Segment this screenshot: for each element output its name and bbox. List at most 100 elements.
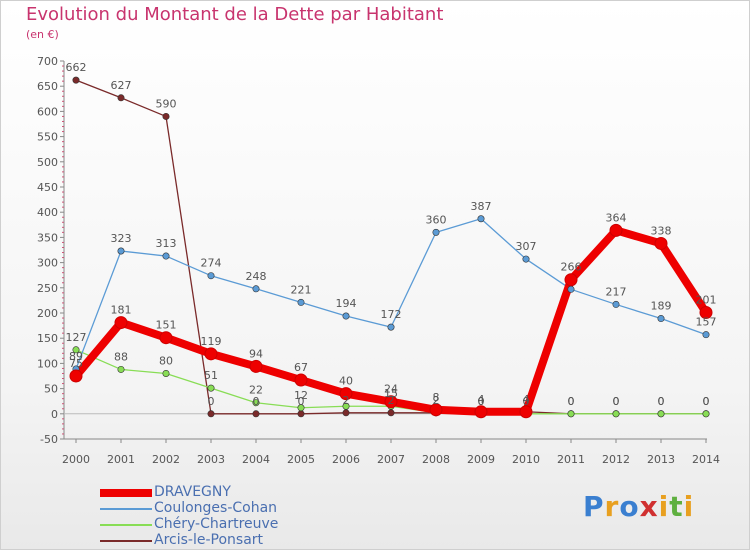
data-label: 189	[651, 300, 672, 313]
data-point	[72, 346, 80, 354]
data-point	[342, 409, 350, 417]
x-tick-label: 2007	[377, 453, 405, 466]
logo-letter: o	[619, 490, 640, 523]
logo-letter: r	[604, 490, 620, 523]
data-label: 0	[613, 395, 620, 408]
data-label: 4	[523, 393, 530, 406]
data-label: 221	[291, 283, 312, 296]
data-point	[432, 228, 440, 236]
data-label: 0	[568, 395, 575, 408]
data-label: 0	[613, 395, 620, 408]
data-label: 274	[201, 257, 222, 270]
data-label: 67	[294, 361, 308, 374]
data-label: 15	[384, 387, 398, 400]
data-point	[609, 223, 623, 237]
x-tick-label: 2001	[107, 453, 135, 466]
data-point	[612, 410, 620, 418]
data-label: 217	[606, 285, 627, 298]
data-label: 22	[249, 384, 263, 397]
data-point	[702, 331, 710, 339]
data-point	[657, 410, 665, 418]
data-label: 24	[384, 383, 398, 396]
data-label: 627	[111, 79, 132, 92]
data-point	[387, 409, 395, 417]
x-tick-label: 2013	[647, 453, 675, 466]
data-label: 194	[336, 297, 357, 310]
x-tick-label: 2011	[557, 453, 585, 466]
data-label: 80	[159, 354, 173, 367]
data-label: 323	[111, 232, 132, 245]
data-label: 590	[156, 97, 177, 110]
data-label: 181	[111, 304, 132, 317]
chart-subtitle: (en €)	[26, 28, 59, 41]
x-tick-label: 2014	[692, 453, 720, 466]
data-point	[117, 94, 125, 102]
data-point	[252, 410, 260, 418]
data-label: 40	[339, 375, 353, 388]
y-tick-label: 0	[51, 408, 58, 421]
y-tick-label: 600	[37, 105, 58, 118]
data-point	[294, 373, 308, 387]
x-tick-label: 2004	[242, 453, 270, 466]
data-label: 75	[69, 357, 83, 370]
y-tick-label: 500	[37, 156, 58, 169]
x-tick-label: 2002	[152, 453, 180, 466]
data-label: 172	[381, 308, 402, 321]
x-tick-label: 2012	[602, 453, 630, 466]
data-label: 157	[696, 316, 717, 329]
x-tick-label: 2009	[467, 453, 495, 466]
data-point	[159, 331, 173, 345]
data-point	[207, 384, 215, 392]
data-label: 307	[516, 240, 537, 253]
data-label: 387	[471, 200, 492, 213]
data-label: 51	[204, 369, 218, 382]
legend-label: Chéry-Chartreuve	[154, 516, 279, 532]
x-tick-label: 2003	[197, 453, 225, 466]
data-label: 0	[253, 395, 260, 408]
data-point	[657, 315, 665, 323]
data-point	[699, 305, 713, 319]
data-point	[342, 312, 350, 320]
data-point	[204, 347, 218, 361]
logo-letter: x	[639, 490, 659, 523]
data-label: 662	[66, 61, 87, 74]
data-point	[429, 403, 443, 417]
legend-label: Coulonges-Cohan	[154, 500, 278, 516]
y-tick-label: -50	[40, 433, 58, 446]
data-label: 8	[433, 391, 440, 404]
axes: -500501001502002503003504004505005506006…	[37, 55, 720, 466]
data-label: 151	[156, 319, 177, 332]
data-point	[612, 300, 620, 308]
y-tick-label: 50	[44, 383, 58, 396]
data-label: 94	[249, 347, 263, 360]
data-point	[519, 405, 533, 419]
data-label: 201	[696, 293, 717, 306]
logo-letter: i	[683, 490, 695, 523]
x-tick-label: 2006	[332, 453, 360, 466]
proxiti-logo: Proxiti	[583, 490, 694, 523]
data-label: 119	[201, 335, 222, 348]
data-label: 0	[523, 395, 530, 408]
x-tick-label: 2000	[62, 453, 90, 466]
y-tick-label: 700	[37, 55, 58, 68]
data-label: 338	[651, 224, 672, 237]
data-label: 313	[156, 237, 177, 250]
y-tick-label: 250	[37, 282, 58, 295]
y-tick-label: 450	[37, 181, 58, 194]
data-point	[252, 285, 260, 293]
x-tick-label: 2008	[422, 453, 450, 466]
series-points	[69, 76, 713, 419]
data-point	[69, 369, 83, 383]
legend-label: DRAVEGNY	[154, 484, 231, 500]
data-point	[297, 298, 305, 306]
legend-swatch	[100, 540, 152, 542]
data-label: 0	[298, 395, 305, 408]
legend-label: Arcis-le-Ponsart	[154, 532, 264, 548]
data-point	[342, 402, 350, 410]
y-tick-label: 650	[37, 80, 58, 93]
data-point	[162, 112, 170, 120]
data-point	[114, 316, 128, 330]
data-label: 2	[388, 394, 395, 407]
legend-swatch	[100, 508, 152, 510]
